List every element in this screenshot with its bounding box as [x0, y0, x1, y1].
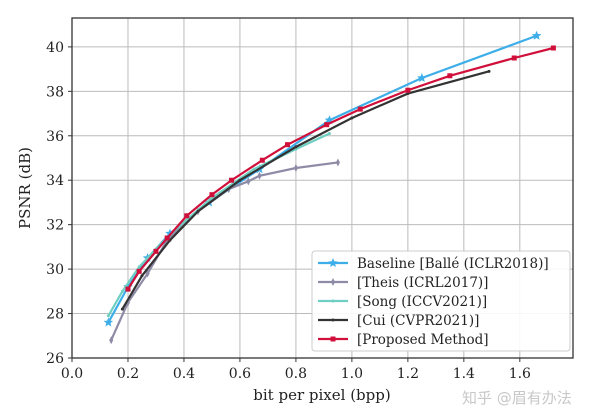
x-tick-label: 0.0 — [61, 366, 83, 382]
series-group — [103, 30, 556, 345]
x-tick-label: 1.2 — [397, 366, 419, 382]
data-point — [324, 122, 330, 128]
y-tick-label: 40 — [46, 40, 64, 56]
data-point — [331, 299, 335, 303]
y-tick-label: 36 — [46, 129, 64, 145]
data-point — [405, 87, 411, 93]
plot-frame — [71, 17, 574, 359]
data-point — [328, 258, 338, 267]
y-tick-label: 28 — [46, 307, 64, 323]
legend-item: [Proposed Method] — [318, 332, 489, 348]
data-point — [125, 286, 131, 292]
tick-labels: 0.0 0.2 0.4 0.6 0.8 1.0 1.2 1.4 1.6 26 28 30 32 34 36 3… — [46, 40, 531, 382]
y-tick-label: 26 — [46, 351, 64, 367]
data-point — [447, 73, 453, 79]
y-tick-label: 32 — [46, 218, 64, 234]
data-point — [137, 265, 141, 269]
x-tick-label: 0.6 — [229, 366, 251, 382]
data-point — [109, 336, 114, 345]
data-point — [120, 307, 124, 311]
legend-label: [Theis (ICRL2017)] — [357, 275, 488, 291]
x-tick-label: 0.4 — [173, 366, 195, 382]
legend: Baseline [Ballé (ICLR2018)] [Theis (ICRL2… — [311, 250, 571, 352]
legend-label: [Cui (CVPR2021)] — [357, 313, 479, 329]
data-point — [487, 69, 491, 73]
data-point — [335, 158, 340, 167]
data-point — [357, 106, 363, 112]
y-tick-label: 34 — [46, 173, 64, 189]
data-point — [330, 336, 336, 342]
x-tick-label: 1.6 — [509, 366, 531, 382]
x-axis-label: bit per pixel (bpp) — [253, 386, 390, 404]
legend-label: [Song (ICCV2021)] — [357, 294, 487, 310]
data-point — [140, 274, 144, 278]
legend-item: Baseline [Ballé (ICLR2018)] — [318, 256, 549, 272]
data-point — [331, 278, 335, 286]
grid — [71, 18, 573, 359]
x-tick-label: 0.2 — [117, 366, 139, 382]
y-axis-label: PSNR (dB) — [16, 147, 34, 229]
data-point — [252, 167, 256, 171]
data-point — [293, 164, 298, 172]
data-point — [331, 318, 335, 322]
data-point — [238, 178, 242, 182]
data-point — [257, 171, 262, 180]
x-tick-label: 1.4 — [453, 366, 475, 382]
data-point — [136, 268, 142, 274]
legend-item: [Song (ICCV2021)] — [318, 294, 487, 310]
data-point — [229, 177, 235, 183]
data-point — [285, 142, 291, 148]
data-point — [120, 289, 124, 293]
data-point — [210, 196, 214, 200]
legend-item: [Theis (ICRL2017)] — [318, 275, 488, 291]
legend-item: [Cui (CVPR2021)] — [318, 313, 479, 329]
y-tick-label: 38 — [46, 84, 64, 100]
data-point — [327, 132, 331, 136]
y-tick-label: 30 — [46, 262, 64, 278]
data-point — [531, 30, 542, 40]
data-point — [406, 92, 410, 96]
data-point — [246, 177, 251, 186]
legend-label: [Proposed Method] — [357, 332, 489, 348]
x-tick-label: 1.0 — [341, 366, 363, 382]
data-point — [259, 157, 265, 163]
data-point — [417, 73, 427, 82]
data-point — [324, 115, 335, 125]
data-point — [153, 248, 159, 254]
data-point — [511, 55, 517, 61]
legend-label: Baseline [Ballé (ICLR2018)] — [357, 256, 549, 272]
data-point — [106, 314, 110, 318]
data-point — [350, 116, 354, 120]
data-point — [164, 235, 170, 241]
data-point — [184, 213, 190, 219]
legend-box — [311, 250, 571, 352]
x-tick-label: 0.8 — [285, 366, 307, 382]
data-point — [103, 317, 114, 327]
series-4 — [125, 45, 556, 292]
data-point — [196, 209, 200, 213]
watermark: 知乎 @眉有办法 — [462, 389, 572, 407]
data-point — [209, 192, 215, 198]
data-point — [294, 145, 298, 149]
data-point — [550, 45, 556, 51]
